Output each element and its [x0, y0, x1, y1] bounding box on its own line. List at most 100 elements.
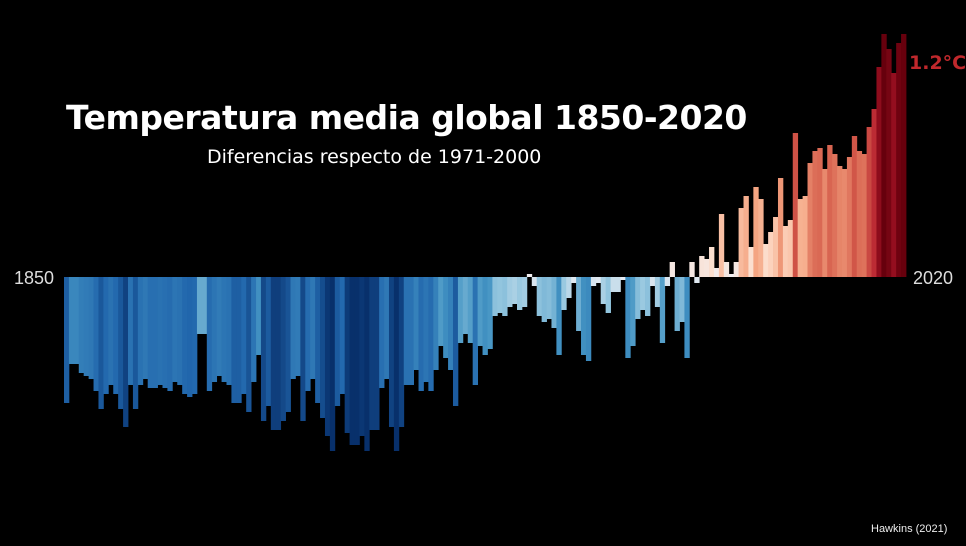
bar-1871 [167, 277, 173, 391]
bar-1891 [265, 277, 272, 406]
bar-2008 [841, 169, 848, 277]
bar-1892 [270, 277, 277, 430]
bar-1861 [118, 277, 124, 409]
bar-1932 [467, 277, 474, 343]
bar-1856 [93, 277, 99, 391]
bar-1972 [664, 277, 671, 286]
bar-1995 [777, 178, 784, 277]
bar-1853 [78, 277, 85, 373]
bar-1925 [433, 277, 439, 370]
bar-1890 [260, 277, 267, 421]
bar-1862 [123, 277, 129, 427]
bar-1924 [428, 277, 434, 391]
bar-2013 [866, 127, 872, 277]
bar-1882 [221, 277, 227, 382]
bar-1905 [334, 277, 341, 406]
bar-1897 [295, 277, 301, 376]
bar-1974 [674, 277, 680, 331]
bar-1923 [423, 277, 429, 382]
chart-title: Temperatura media global 1850-2020 [66, 98, 747, 137]
bar-1927 [443, 277, 449, 358]
bar-1963 [620, 277, 626, 280]
bars-group [64, 34, 907, 451]
bar-1915 [384, 277, 390, 379]
bar-1966 [635, 277, 641, 319]
bar-1987 [738, 208, 744, 277]
bar-1970 [654, 277, 661, 307]
bar-1988 [743, 196, 749, 277]
bar-1965 [630, 277, 636, 346]
bar-2005 [827, 145, 833, 277]
bar-1859 [108, 277, 114, 385]
bar-1917 [393, 277, 400, 451]
bar-1989 [748, 247, 754, 277]
bar-1858 [103, 277, 109, 394]
bar-1978 [694, 277, 700, 283]
bar-1960 [605, 277, 611, 313]
bar-1937 [492, 277, 498, 316]
bar-1863 [128, 277, 134, 385]
bar-1872 [172, 277, 178, 382]
bar-1867 [147, 277, 154, 388]
bar-1919 [403, 277, 410, 385]
bar-1869 [157, 277, 163, 385]
bar-2015 [876, 67, 882, 277]
bar-2006 [832, 154, 838, 277]
bar-1936 [487, 277, 493, 349]
bar-1912 [369, 277, 375, 430]
x-tick-end: 2020 [913, 268, 954, 288]
bar-1928 [448, 277, 454, 370]
bar-2010 [851, 136, 858, 277]
bar-1876 [192, 277, 198, 394]
bar-1857 [98, 277, 104, 409]
bar-1900 [310, 277, 316, 379]
bar-1908 [349, 277, 355, 445]
bar-1903 [324, 277, 331, 436]
bar-1931 [462, 277, 469, 334]
bar-1967 [640, 277, 646, 310]
bar-1983 [718, 214, 725, 277]
bar-1997 [787, 220, 794, 277]
bar-1996 [782, 226, 789, 277]
bar-1860 [113, 277, 119, 394]
bar-1993 [768, 232, 774, 277]
bar-1968 [645, 277, 651, 316]
bar-2011 [856, 151, 863, 277]
bar-2019 [896, 43, 902, 277]
bar-1884 [231, 277, 237, 403]
bar-1883 [226, 277, 232, 385]
bar-1929 [452, 277, 459, 406]
bar-2000 [802, 196, 808, 277]
bar-1961 [610, 277, 616, 292]
bar-1948 [546, 277, 552, 319]
bar-2014 [871, 109, 877, 277]
bar-1952 [566, 277, 572, 298]
bar-1999 [797, 199, 803, 277]
bar-1888 [251, 277, 257, 382]
bar-2020 [901, 34, 907, 277]
bar-1901 [315, 277, 321, 403]
bar-1958 [595, 277, 602, 283]
bar-1980 [704, 259, 710, 277]
bar-1850 [64, 277, 70, 403]
bar-1985 [728, 274, 735, 277]
bar-1906 [339, 277, 346, 394]
bar-1975 [679, 277, 685, 322]
bar-1914 [379, 277, 385, 388]
bar-1875 [187, 277, 193, 397]
bar-1851 [68, 277, 75, 364]
bar-1898 [300, 277, 306, 421]
chart-subtitle: Diferencias respecto de 1971-2000 [207, 146, 542, 168]
bar-1895 [285, 277, 291, 412]
bar-1885 [236, 277, 242, 403]
bar-1868 [152, 277, 158, 388]
bar-1874 [182, 277, 188, 394]
bar-1977 [689, 262, 695, 277]
bar-2009 [846, 157, 853, 277]
bar-1955 [581, 277, 587, 355]
bar-2003 [817, 148, 823, 277]
bar-1933 [472, 277, 479, 385]
bar-1870 [162, 277, 168, 388]
bar-1943 [521, 277, 528, 307]
bar-1899 [305, 277, 311, 391]
